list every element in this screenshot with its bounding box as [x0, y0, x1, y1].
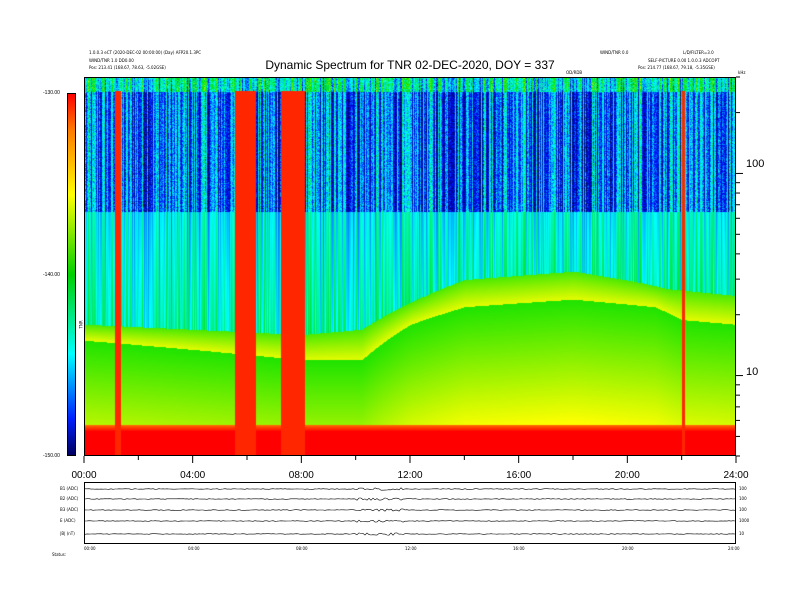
rdb-label: OD/RDB — [566, 70, 583, 75]
lower-x-tick: 20:00 — [622, 546, 634, 551]
y-tick-label: 100 — [746, 158, 765, 170]
lower-x-tick: 16:00 — [513, 546, 525, 551]
y-tick-label: 10 — [746, 366, 759, 378]
lower-trace — [85, 487, 735, 491]
lower-x-tick: 08:00 — [296, 546, 308, 551]
lower-label: E (ADC) — [60, 518, 76, 523]
lower-label: B2 (ADC) — [60, 496, 79, 501]
lower-panel — [84, 482, 736, 544]
lower-x-tick: 04:00 — [188, 546, 200, 551]
info-line-left-1: 1.0.0.3 eCT (2020-DEC-02 00:00:00) (Day)… — [89, 50, 202, 55]
x-tick-label: 04:00 — [180, 470, 206, 481]
lower-x-tick: 24:00 — [728, 546, 740, 551]
lower-trace — [85, 532, 735, 536]
lower-value: 100 — [739, 486, 747, 491]
lower-label: |B| (nT) — [60, 531, 75, 536]
colorbar-tick-bottom: -150.00 — [43, 453, 60, 459]
lower-trace — [85, 519, 735, 523]
colorbar-tick-mid: -140.00 — [43, 272, 60, 278]
colorbar-tick-top: -130.00 — [43, 90, 60, 96]
info-line-right-4: Pos: 214.77 (168.67, 79.18, -5.35GSE) — [638, 65, 715, 70]
info-line-right-3: SELF-PICTURE 0.00 1.0.0.3 ADCOPT — [648, 58, 720, 63]
lower-value: 100 — [739, 507, 747, 512]
lower-label: B3 (ADC) — [60, 507, 79, 512]
x-tick-label: 12:00 — [397, 470, 423, 481]
lower-trace — [85, 508, 735, 512]
info-line-left-3: Pos: 213.41 (168.67, 78.63, -5.02GSE) — [89, 65, 166, 70]
x-tick-label: 20:00 — [614, 470, 640, 481]
lower-x-tick: 12:00 — [405, 546, 417, 551]
lower-value: 10 — [739, 531, 745, 536]
x-tick-label: 16:00 — [506, 470, 532, 481]
info-line-right-1: WIND/TNR 0.0 — [600, 50, 629, 55]
lower-x-tick: 00:00 — [84, 546, 96, 551]
khz-label: kHz — [738, 70, 746, 75]
lower-trace — [85, 497, 735, 501]
spectrogram-plot — [84, 77, 736, 456]
x-tick-label: 00:00 — [71, 470, 97, 481]
info-line-right-2: L/D/FILTER=3.0 — [683, 50, 714, 55]
lower-value: 1000 — [739, 518, 750, 523]
colorbar — [67, 93, 76, 456]
chart-title: Dynamic Spectrum for TNR 02-DEC-2020, DO… — [265, 58, 555, 72]
lower-label: B1 (ADC) — [60, 486, 79, 491]
info-line-left-2: WIND/TNR 1.0 DD0.00 — [89, 58, 134, 63]
x-tick-label: 24:00 — [723, 470, 749, 481]
lower-traces — [85, 487, 735, 536]
spectrogram-canvas — [85, 78, 735, 455]
lower-value: 100 — [739, 496, 747, 501]
status-label: Status: — [52, 552, 67, 557]
x-tick-label: 08:00 — [288, 470, 314, 481]
